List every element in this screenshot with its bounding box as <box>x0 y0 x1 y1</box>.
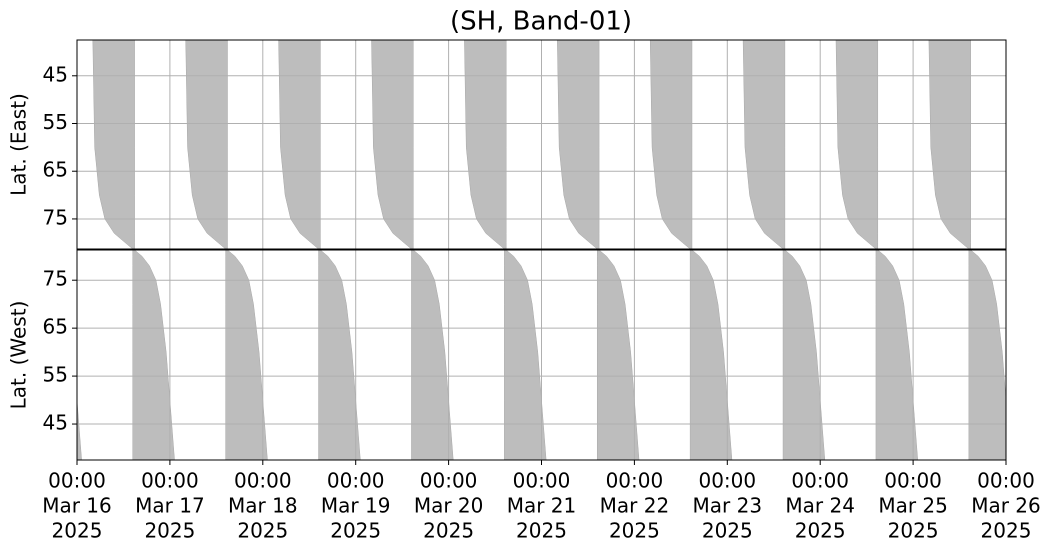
x-tick-label: 00:00 <box>420 469 478 493</box>
y-tick-label: 45 <box>43 411 68 435</box>
x-tick-label: Mar 17 <box>135 494 205 518</box>
swath <box>371 40 414 249</box>
y-tick-label: 75 <box>43 205 68 229</box>
x-tick-label: 2025 <box>423 519 474 543</box>
swath <box>649 40 693 249</box>
swath <box>835 40 879 249</box>
swath <box>782 250 826 460</box>
x-tick-label: 00:00 <box>327 469 385 493</box>
swath <box>318 250 361 460</box>
x-tick-label: Mar 20 <box>414 494 484 518</box>
swath <box>557 40 600 249</box>
x-tick-label: 2025 <box>702 519 753 543</box>
x-tick-label: Mar 24 <box>785 494 855 518</box>
x-tick-label: 00:00 <box>48 469 106 493</box>
swath <box>185 40 228 249</box>
y-tick-label: 55 <box>43 110 68 134</box>
swath <box>278 40 321 249</box>
y-tick-label: 65 <box>43 158 68 182</box>
swath <box>689 250 733 460</box>
panel-frame <box>76 39 1007 250</box>
swath <box>596 250 640 460</box>
x-tick-label: 00:00 <box>884 469 942 493</box>
x-tick-label: 2025 <box>795 519 846 543</box>
x-tick-label: 00:00 <box>606 469 664 493</box>
chart-title: (SH, Band-01) <box>450 7 632 37</box>
x-tick-label: Mar 26 <box>971 494 1041 518</box>
x-tick-label: 00:00 <box>977 469 1035 493</box>
y-tick-label: 65 <box>43 315 68 339</box>
x-tick-label: 2025 <box>888 519 939 543</box>
swath <box>411 250 454 460</box>
x-tick-label: 2025 <box>609 519 660 543</box>
swath <box>928 40 971 249</box>
swath <box>225 250 268 460</box>
swath-group <box>77 250 1006 460</box>
x-tick-label: 2025 <box>52 519 103 543</box>
x-tick-label: Mar 23 <box>693 494 763 518</box>
x-tick-label: 2025 <box>981 519 1032 543</box>
swath <box>92 40 135 249</box>
x-tick-label: 00:00 <box>791 469 849 493</box>
y-axis-label: Lat. (East) <box>7 93 31 196</box>
x-tick-label: 00:00 <box>141 469 199 493</box>
swath <box>875 250 918 460</box>
x-tick-label: 2025 <box>237 519 288 543</box>
y-tick-label: 45 <box>43 62 68 86</box>
swath <box>968 250 1006 460</box>
x-tick-label: 2025 <box>516 519 567 543</box>
x-tick-label: 2025 <box>330 519 381 543</box>
x-tick-label: 2025 <box>144 519 195 543</box>
swath <box>464 40 507 249</box>
x-tick-label: 00:00 <box>698 469 756 493</box>
x-tick-label: Mar 21 <box>507 494 577 518</box>
swath <box>77 396 82 460</box>
x-tick-label: Mar 25 <box>878 494 948 518</box>
x-tick-label: 00:00 <box>513 469 571 493</box>
x-tick-label: Mar 19 <box>321 494 391 518</box>
x-tick-label: Mar 18 <box>228 494 298 518</box>
swath <box>742 40 786 249</box>
x-tick-label: Mar 16 <box>42 494 112 518</box>
swath <box>504 250 547 460</box>
swath <box>132 250 175 460</box>
x-tick-label: 00:00 <box>234 469 292 493</box>
x-tick-label: Mar 22 <box>600 494 670 518</box>
y-tick-label: 55 <box>43 363 68 387</box>
y-tick-label: 75 <box>43 267 68 291</box>
y-axis-label: Lat. (West) <box>7 301 31 410</box>
swath-group <box>92 40 971 249</box>
